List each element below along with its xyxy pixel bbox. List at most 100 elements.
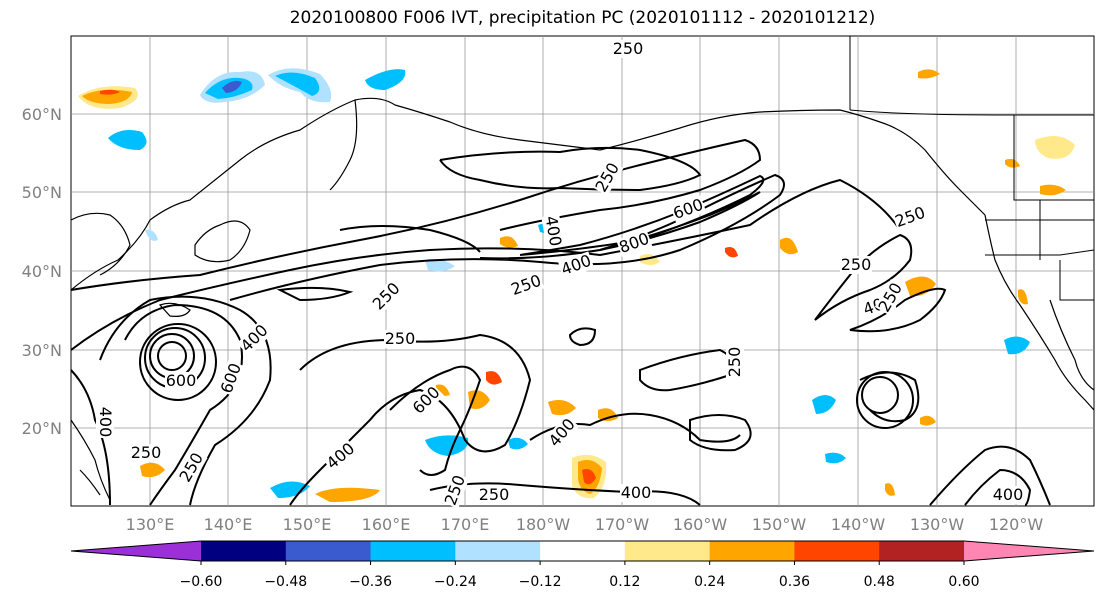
colorbar-segment <box>285 541 372 561</box>
anomaly-positive-region <box>1040 184 1066 196</box>
longitude-label: 160°E <box>362 515 411 534</box>
contour-label-background <box>874 279 907 316</box>
colorbar-extend-max <box>964 541 1094 561</box>
colorbar-tick-label: −0.48 <box>264 574 307 590</box>
longitude-label: 140°E <box>204 515 253 534</box>
anomaly-positive-region <box>1035 136 1075 159</box>
ivt-contour <box>599 191 761 251</box>
anomaly-negative-region <box>425 258 455 272</box>
political-borders <box>849 36 1095 301</box>
anomaly-positive-region <box>918 69 940 79</box>
contour-label-background <box>322 438 359 474</box>
contour-label-background <box>591 159 624 196</box>
colorbar: −0.60 −0.48 −0.36 −0.24 −0.12 0.12 0.24 0.36 0.4… <box>70 540 1095 590</box>
anomaly-positive-region <box>82 89 132 104</box>
ivt-contour <box>439 146 702 192</box>
anomaly-positive-region <box>598 408 618 421</box>
anomaly-negative-region <box>275 72 320 96</box>
ivt-contour <box>70 138 762 291</box>
contour-value-label: 400 <box>96 407 115 438</box>
colorbar-tick-label: −0.36 <box>349 574 392 590</box>
contour-label-background <box>541 213 565 249</box>
contour-label-background <box>558 251 595 280</box>
anomaly-negative-region <box>1004 336 1030 355</box>
contour-label-background <box>96 406 114 438</box>
anomaly-negative-region <box>108 130 147 150</box>
longitude-label: 160°W <box>673 515 728 534</box>
anomaly-positive-region <box>100 89 120 95</box>
contour-label-background <box>236 320 273 357</box>
longitude-label: 180°W <box>516 515 571 534</box>
contour-label-background <box>368 278 405 315</box>
anomaly-positive-region <box>315 487 380 502</box>
latitude-label: 60°N <box>22 105 62 124</box>
colorbar-segment <box>540 541 626 561</box>
ivt-contour <box>859 371 920 423</box>
colorbar-extend-min <box>71 541 201 561</box>
colorbar-tick-label: 0.48 <box>864 574 895 590</box>
anomaly-negative-region <box>222 80 242 93</box>
anomaly-negative-region <box>508 437 528 450</box>
colorbar-tick-label: 0.60 <box>948 574 979 590</box>
contour-label-background <box>616 229 653 258</box>
anomaly-positive-region <box>1018 289 1028 305</box>
longitude-label: 140°W <box>831 515 886 534</box>
anomaly-positive-region <box>468 390 490 409</box>
latitude-labels: 60°N 50°N 40°N 30°N 20°N <box>22 105 62 438</box>
precip-anomaly-layer <box>78 68 1075 502</box>
ivt-contour <box>70 178 901 351</box>
contour-label-background <box>175 449 208 486</box>
longitude-label: 170°E <box>441 515 490 534</box>
anomaly-positive-region <box>780 237 798 255</box>
contour-label-background <box>130 444 162 462</box>
ivt-contour <box>814 233 913 321</box>
colorbar-segment <box>879 541 965 561</box>
contour-value-label: 250 <box>841 255 872 274</box>
colorbar-segment <box>794 541 880 561</box>
colorbar-segment <box>624 541 711 561</box>
colorbar-segment <box>709 541 795 561</box>
ivt-contour <box>568 327 597 347</box>
ivt-contour <box>429 482 701 506</box>
colorbar-tick-label: −0.60 <box>180 574 223 590</box>
colorbar-tick-label: −0.12 <box>519 574 562 590</box>
contour-label-background <box>408 382 445 419</box>
colorbar-tick-label: −0.24 <box>434 574 477 590</box>
contour-value-label: 600 <box>166 371 197 390</box>
contour-value-label: 400 <box>993 485 1024 504</box>
contour-value-label: 250 <box>725 347 744 378</box>
longitude-labels: 130°E 140°E 150°E 160°E 170°E 180°W 170°W 160°W… <box>126 515 1044 534</box>
contour-label-background <box>992 486 1024 504</box>
contour-label-background <box>384 330 416 348</box>
colorbar-segment <box>201 541 287 561</box>
ivt-contour <box>157 341 187 371</box>
contour-label-background <box>612 40 644 58</box>
anomaly-negative-region <box>425 435 469 456</box>
ivt-contour <box>389 365 482 476</box>
latitude-label: 50°N <box>22 183 62 202</box>
anomaly-positive-region <box>1005 158 1020 168</box>
ivt-contour <box>139 323 217 401</box>
contour-label-background <box>478 486 510 504</box>
graticule <box>71 36 1094 506</box>
longitude-label: 150°W <box>752 515 807 534</box>
contour-value-label: 400 <box>621 483 652 502</box>
contour-label-background <box>165 372 197 390</box>
contour-value-label: 250 <box>479 485 510 504</box>
anomaly-positive-region <box>486 371 502 385</box>
longitude-label: 120°W <box>989 515 1044 534</box>
longitude-label: 150°E <box>283 515 332 534</box>
latitude-label: 20°N <box>22 419 62 438</box>
latitude-label: 40°N <box>22 262 62 281</box>
anomaly-positive-region <box>140 462 165 478</box>
ivt-contour <box>861 376 899 414</box>
ivt-contour <box>339 225 481 253</box>
ivt-contour <box>70 369 111 506</box>
contour-label-background <box>670 195 707 224</box>
contour-value-label: 250 <box>385 329 416 348</box>
anomaly-positive-region <box>885 483 895 496</box>
map-title: 2020100800 F006 IVT, precipitation PC (2… <box>289 8 876 28</box>
contour-label-background <box>892 203 929 232</box>
contour-label-background <box>726 346 744 378</box>
